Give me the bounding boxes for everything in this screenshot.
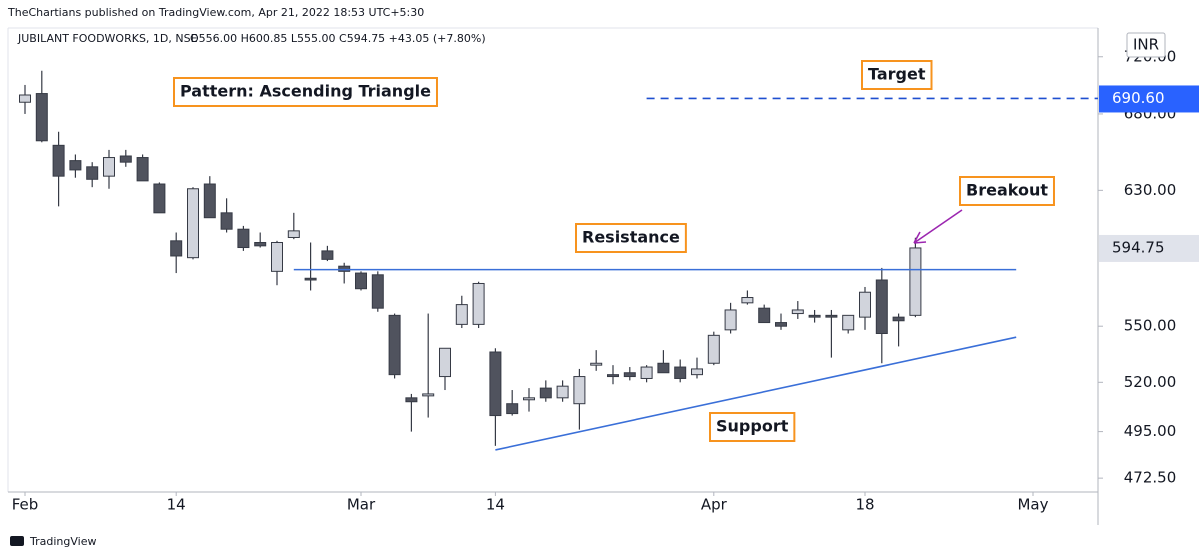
- candle-body: [707, 334, 720, 364]
- ohlc-text: O556.00 H600.85 L555.00 C594.75 +43.05 (…: [190, 32, 486, 45]
- annotation-box: [861, 60, 933, 90]
- candle-body: [153, 183, 166, 214]
- brand: TradingView: [10, 535, 96, 548]
- price-badge-label: 690.60: [1112, 89, 1165, 107]
- candle-body: [203, 183, 216, 219]
- annotation: Breakout: [966, 181, 1048, 200]
- candle-body: [254, 241, 267, 247]
- candle-body: [590, 362, 603, 366]
- currency-label: INR: [1133, 36, 1159, 54]
- annotation-box: [173, 77, 438, 107]
- annotation: Resistance: [582, 228, 680, 247]
- y-tick-label: 550.00: [1124, 317, 1177, 335]
- candle-body: [875, 279, 888, 335]
- candle-body: [741, 297, 754, 304]
- candle-body: [271, 241, 283, 272]
- candle-body: [455, 304, 468, 325]
- chart-title: JUBILANT FOODWORKS, 1D, NSE: [17, 32, 198, 45]
- candle-body: [623, 372, 636, 378]
- candle-body: [405, 397, 418, 403]
- candle-body: [321, 250, 334, 260]
- candle-body: [489, 351, 502, 417]
- candle-body: [187, 188, 199, 259]
- annotation-box: [709, 412, 796, 442]
- candle-body: [388, 314, 401, 376]
- candle-body: [859, 291, 871, 318]
- candle-body: [909, 247, 922, 316]
- y-tick-label: 495.00: [1124, 422, 1177, 440]
- candle-body: [237, 228, 250, 249]
- x-tick-label: May: [1017, 496, 1048, 514]
- y-tick-label: 472.50: [1124, 469, 1177, 487]
- x-tick-label: 14: [167, 496, 186, 514]
- candle-body: [304, 277, 317, 281]
- candle-body: [724, 309, 737, 331]
- candle-body: [640, 366, 653, 379]
- price-badge-label: 594.75: [1112, 238, 1165, 256]
- published-note: TheChartians published on TradingView.co…: [7, 6, 424, 19]
- candle-body: [103, 157, 115, 177]
- candle-body: [355, 272, 367, 290]
- candle-body: [775, 322, 787, 327]
- y-tick-label: 630.00: [1124, 181, 1177, 199]
- candle-body: [691, 368, 703, 376]
- annotation-box: [575, 223, 687, 253]
- candle-body: [439, 347, 451, 378]
- candle-body: [657, 362, 670, 374]
- annotation: Support: [716, 417, 789, 436]
- candle-body: [119, 155, 132, 163]
- candle-body: [69, 160, 82, 171]
- candle-body: [220, 212, 233, 230]
- candle-body: [287, 230, 300, 238]
- candle-body: [539, 387, 552, 399]
- y-tick-label: 520.00: [1124, 373, 1177, 391]
- candle-body: [506, 403, 519, 415]
- trend-line: [495, 336, 1017, 451]
- x-tick-label: 18: [855, 496, 874, 514]
- x-tick-label: Mar: [347, 496, 376, 514]
- annotation-box: [959, 176, 1055, 206]
- candle-body: [472, 282, 485, 325]
- breakout-arrow: [913, 209, 963, 244]
- candle-body: [338, 265, 351, 272]
- candle-body: [19, 94, 31, 103]
- candle-body: [607, 374, 619, 378]
- candle-body: [791, 309, 804, 315]
- candle-body: [170, 240, 183, 257]
- x-tick-label: Apr: [701, 496, 728, 514]
- candle-body: [758, 307, 771, 324]
- x-tick-label: Feb: [12, 496, 39, 514]
- candle-body: [86, 166, 99, 180]
- x-tick-label: 14: [486, 496, 505, 514]
- brand-logo: [10, 536, 24, 546]
- candle-body: [35, 93, 48, 142]
- candle-body: [523, 397, 535, 401]
- candle-body: [52, 144, 65, 177]
- annotation: Pattern: Ascending Triangle: [180, 82, 431, 101]
- annotation: Target: [868, 65, 926, 84]
- candle-body: [573, 376, 586, 405]
- candle-body: [136, 157, 149, 182]
- candle-body: [556, 385, 569, 399]
- candle-body: [674, 366, 687, 379]
- candle-body: [892, 316, 905, 322]
- price-badge: [1099, 85, 1199, 113]
- brand-name: TradingView: [29, 535, 96, 548]
- candle-body: [371, 274, 384, 309]
- price-badge: [1099, 234, 1199, 262]
- currency-box: [1126, 32, 1166, 58]
- candle-body: [842, 314, 855, 331]
- candle-body: [808, 314, 821, 318]
- candle-body: [825, 314, 838, 318]
- candle-body: [422, 393, 435, 397]
